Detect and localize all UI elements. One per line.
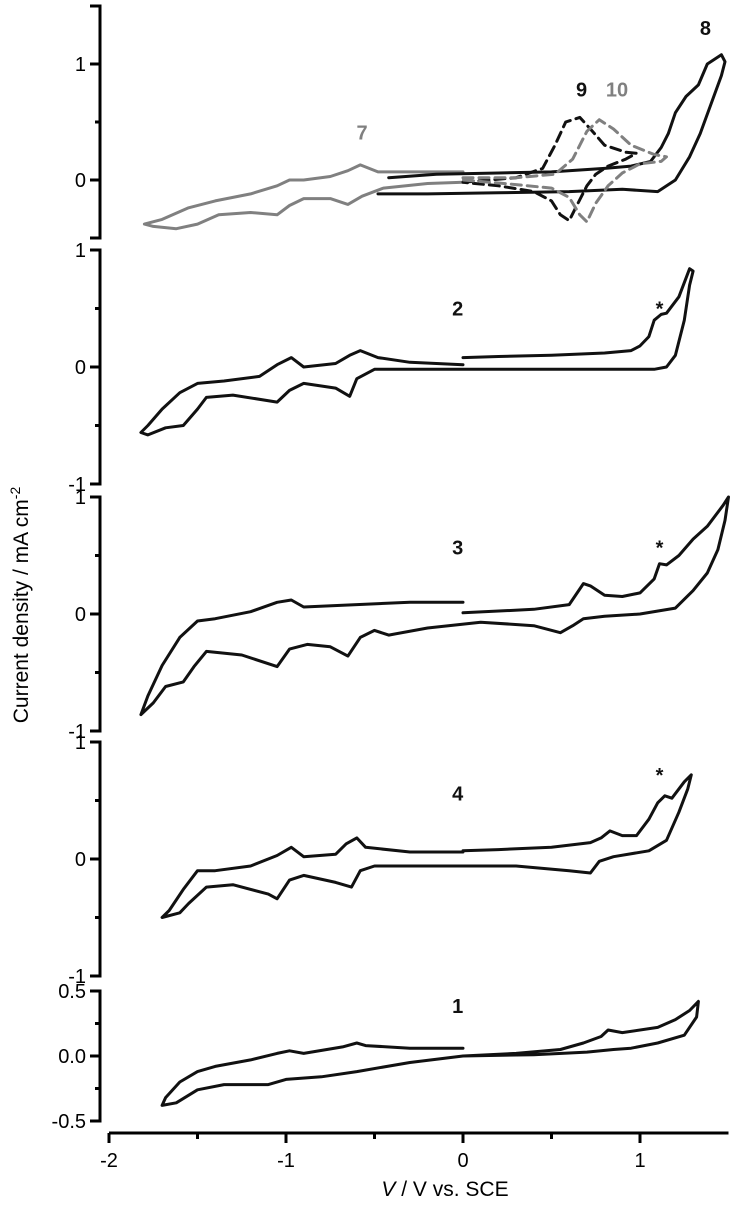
cv-curve-1: [160, 999, 700, 1107]
curve-label-4: 4: [452, 784, 464, 806]
curve-label-1: 1: [452, 996, 463, 1018]
curve-label-8: 8: [700, 18, 711, 40]
panel-3: 1 0 -1 3 *: [68, 487, 730, 743]
y-axis-title-main: Current density / mA cm: [10, 499, 33, 723]
y-tick-label: 0: [75, 170, 86, 192]
cv-curve-7: [142, 163, 465, 231]
curve-label-10: 10: [606, 79, 628, 101]
panel-1: 0.5 0.0 -0.5 1: [52, 981, 700, 1133]
x-axis-title-units: / V vs. SCE: [395, 1178, 508, 1201]
y-tick-label: 0.5: [58, 981, 86, 1003]
asterisk-marker: *: [656, 765, 664, 787]
y-tick-label: -0.5: [52, 1111, 86, 1133]
y-tick-label: 1: [75, 54, 86, 76]
y-tick-label: -1: [68, 966, 86, 988]
curve-label-2: 2: [452, 299, 463, 321]
cv-curve-3: [139, 495, 730, 717]
y-tick-label: 1: [75, 487, 86, 509]
curve-label-9: 9: [576, 79, 587, 101]
y-tick-label: 0: [75, 357, 86, 379]
curve-label-3: 3: [452, 537, 463, 559]
x-tick-label: 1: [634, 1150, 645, 1172]
x-axis: -2 -1 0 1: [100, 1131, 729, 1172]
curve-label-7: 7: [357, 122, 368, 144]
panel-2: 1 0 -1 2 *: [68, 240, 695, 496]
y-tick-label: 0.0: [58, 1046, 86, 1068]
x-tick-label: 0: [457, 1150, 468, 1172]
y-tick-label: 0: [75, 849, 86, 871]
y-tick-label: -1: [68, 474, 86, 496]
asterisk-marker: *: [656, 299, 664, 321]
cv-curve-2: [139, 267, 695, 437]
panel-4: 1 0 -1 4 *: [68, 732, 693, 988]
y-axis-title: Current density / mA cm-2: [7, 487, 33, 724]
x-tick-label: -1: [277, 1150, 295, 1172]
cv-curve-9: [461, 115, 638, 223]
y-tick-label: 0: [75, 604, 86, 626]
y-axis-title-exponent: -2: [7, 487, 23, 500]
y-tick-label: -1: [68, 721, 86, 743]
y-tick-label: 1: [75, 732, 86, 754]
x-axis-title-variable: V: [381, 1178, 397, 1201]
cv-curve-10: [461, 118, 668, 224]
cv-curve-4: [160, 773, 693, 919]
x-tick-label: -2: [100, 1150, 118, 1172]
asterisk-marker: *: [656, 537, 664, 559]
y-tick-label: 1: [75, 240, 86, 262]
cv-curve-8: [376, 53, 727, 196]
x-axis-title: V / V vs. SCE: [381, 1178, 508, 1201]
